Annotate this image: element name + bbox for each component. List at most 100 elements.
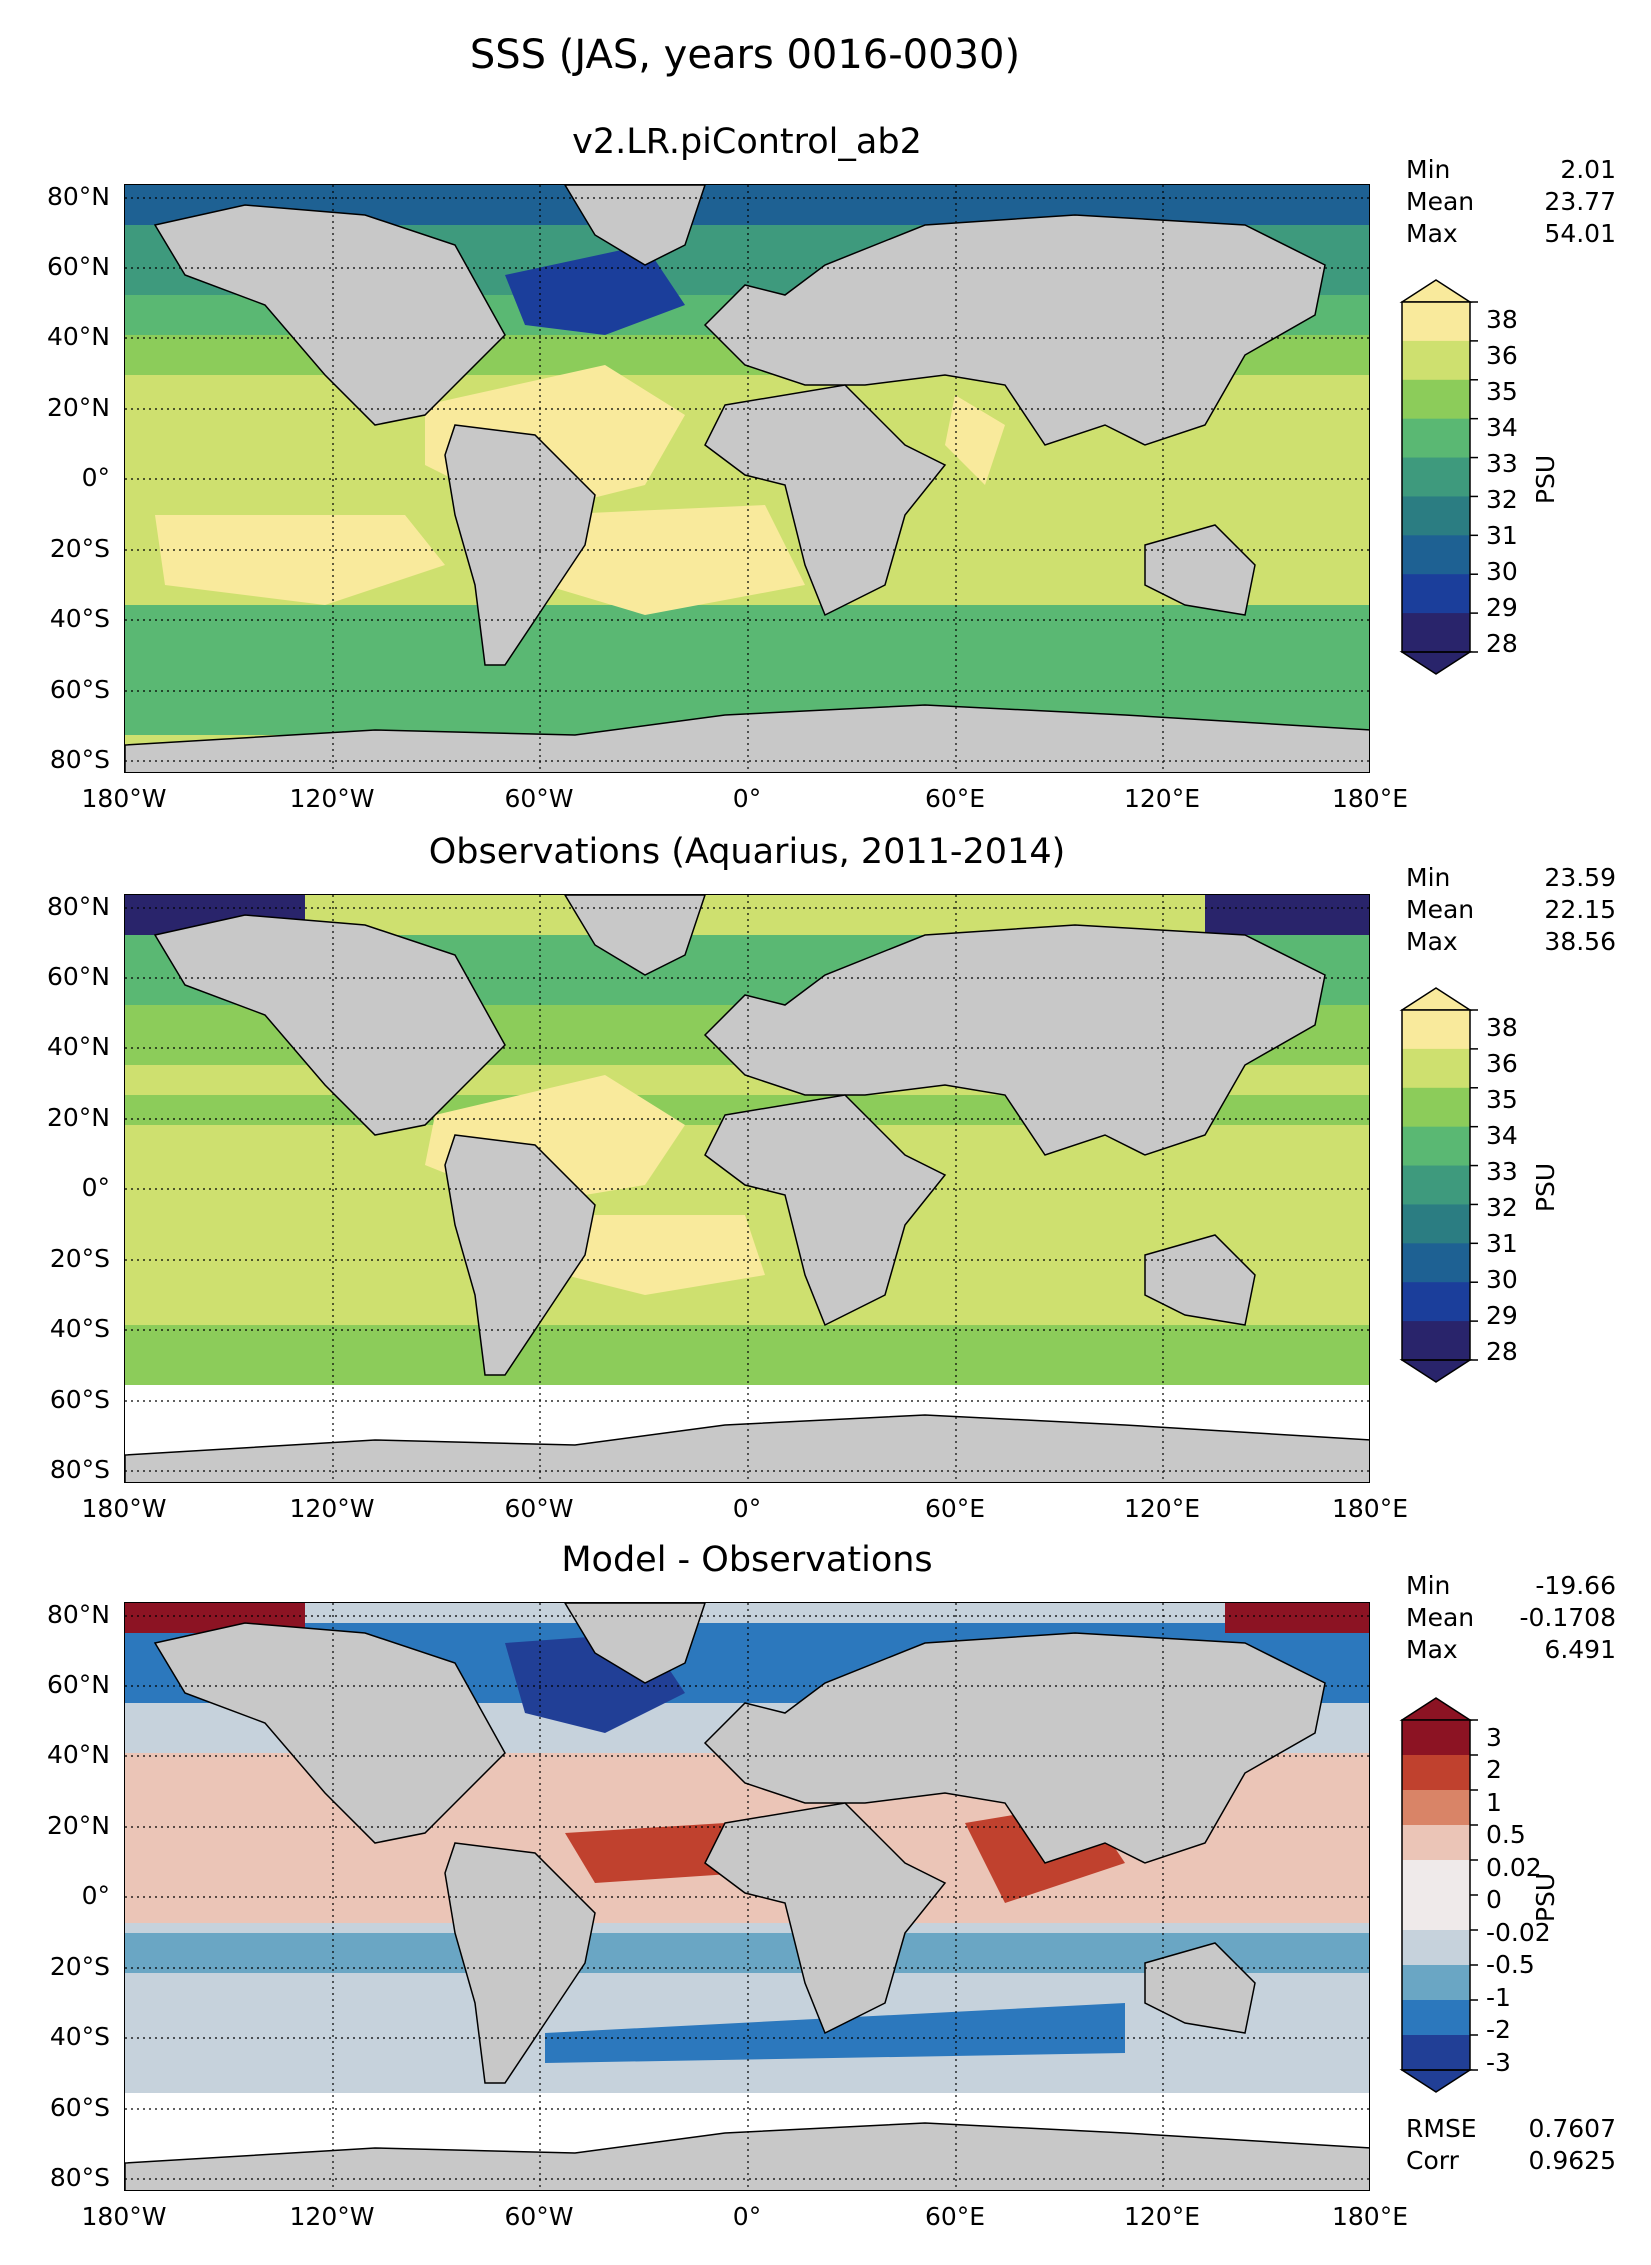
colorbar-tick: -0.02 [1486,1918,1551,1947]
lat-label: 80°S [49,745,110,774]
colorbar-segment [1402,1204,1470,1244]
colorbar-tick: 35 [1486,377,1518,406]
colorbar-tick: 0 [1486,1885,1502,1914]
colorbar-tick: 38 [1486,1013,1518,1042]
stat-label: Corr [1406,2146,1459,2175]
south-america [444,424,596,666]
lon-label: 60°E [924,784,986,813]
colorbar-tick: 1 [1486,1788,1502,1817]
lon-label: 60°W [504,2202,574,2231]
stat-label: Min [1406,1571,1451,1600]
south-america [444,1134,596,1376]
colorbar-extend-top [1399,1697,1473,1721]
lon-label: 0° [732,2202,762,2231]
low-salinity-labrador [505,245,685,335]
colorbar-segment [1402,1321,1470,1361]
lat-label: 60°S [49,1385,110,1414]
eurasia [703,214,1326,446]
lon-label: 120°W [289,2202,375,2231]
colorbar-obs-svg [1399,987,1478,1383]
lat-label: 60°N [46,962,110,991]
colorbar-segment [1402,1087,1470,1128]
colorbar-unit: PSU [1531,1162,1561,1213]
colorbar-segment [1402,1965,1470,2001]
colorbar-tick: 30 [1486,557,1518,586]
positive-anomaly-atlantic [565,1823,745,1883]
lat-label: 0° [81,463,110,492]
panel-title-obs: Observations (Aquarius, 2011-2014) [428,832,1066,872]
colorbar-tick: 33 [1486,1157,1518,1186]
stat-label: Max [1406,1635,1458,1664]
graticule [125,895,1369,1482]
colorbar-tick: 32 [1486,485,1518,514]
panel-title-model: v2.LR.piControl_ab2 [572,122,922,162]
stat-label: Mean [1406,1603,1475,1632]
colorbar-tick: 29 [1486,1301,1518,1330]
colorbar-tick: 0.02 [1486,1853,1542,1882]
stat-label: Mean [1406,895,1475,924]
greenland [564,1603,706,1684]
colorbar-segment [1402,1243,1470,1283]
north-america [153,914,506,1136]
colorbar-tick: 38 [1486,305,1518,334]
colorbar-tick: 30 [1486,1265,1518,1294]
colorbar-tick: 3 [1486,1723,1502,1752]
colorbar-segment [1402,302,1470,342]
lon-label: 180°E [1331,2202,1408,2231]
high-salinity-south-atlantic [545,505,805,615]
colorbar-segment [1402,1860,1470,1896]
colorbar-tick: 28 [1486,629,1518,658]
colorbar-extend-bottom [1399,651,1473,675]
lat-label: 40°S [49,2022,110,2051]
lon-label: 180°E [1331,784,1408,813]
stat-label: Min [1406,863,1451,892]
stat-label: Max [1406,927,1458,956]
lat-label: 20°N [46,1103,110,1132]
lon-label: 60°E [924,2202,986,2231]
lat-label: 20°N [46,393,110,422]
lat-label: 40°S [49,604,110,633]
colorbar-segment [1402,496,1470,536]
colorbar-model [1399,279,1478,675]
colorbar-tick: 2 [1486,1755,1502,1784]
antarctica [125,1414,1369,1482]
colorbar-extend-top [1399,987,1473,1011]
lat-label: 80°N [46,182,110,211]
stat-value: 23.77 [1544,187,1616,216]
africa [704,1802,947,2035]
colorbar-extend-top [1399,279,1473,303]
lat-label: 40°N [46,322,110,351]
stat-label: Max [1406,219,1458,248]
lon-label: 120°W [289,784,375,813]
stats-model: Min 2.01 Mean 23.77 Max 54.01 [1406,154,1616,250]
map-diff [124,1602,1370,2191]
lat-label: 40°N [46,1740,110,1769]
colorbar-tick: 32 [1486,1193,1518,1222]
lon-label: 180°W [81,784,167,813]
colorbar-model-svg [1399,279,1478,675]
colorbar-frame [1401,301,1471,653]
lat-label: 20°S [49,1244,110,1273]
colorbar-segment [1402,613,1470,653]
stat-value: 2.01 [1560,155,1616,184]
colorbar-unit: PSU [1531,454,1561,505]
eurasia [703,924,1326,1156]
africa [704,384,947,617]
lon-label: 0° [732,784,762,813]
colorbar-segment [1402,574,1470,614]
colorbar-tick: -3 [1486,2048,1511,2077]
lat-label: 60°S [49,2093,110,2122]
greenland [564,185,706,266]
colorbar-segment [1402,340,1470,381]
stat-value: -19.66 [1535,1571,1616,1600]
lat-label: 80°N [46,892,110,921]
lon-label: 60°W [504,784,574,813]
colorbar-unit: PSU [1531,1872,1561,1923]
colorbar-tick: 34 [1486,1121,1518,1150]
stats-obs: Min 23.59 Mean 22.15 Max 38.56 [1406,862,1616,958]
colorbar-segment [1402,2000,1470,2036]
colorbar-segment [1402,379,1470,420]
lat-label: 0° [81,1881,110,1910]
map-obs-canvas [125,895,1369,1482]
stats-diff: Min -19.66 Mean -0.1708 Max 6.491 [1406,1570,1616,1666]
